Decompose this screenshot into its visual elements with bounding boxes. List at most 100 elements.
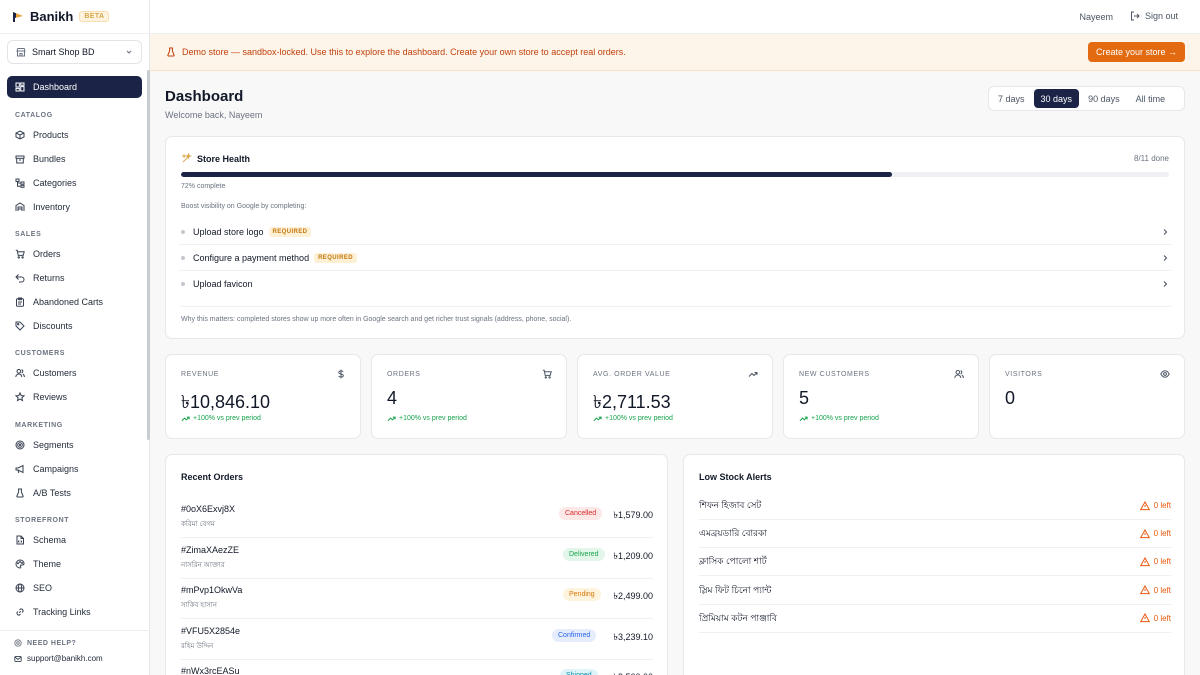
- help-circle-icon: [14, 639, 22, 647]
- help-section: NEED HELP? support@banikh.com: [0, 630, 150, 675]
- warning-icon: [1139, 613, 1150, 623]
- store-icon: [16, 47, 26, 57]
- sidebar-item-seo[interactable]: SEO: [7, 577, 142, 599]
- order-row[interactable]: #VFU5X2854e রহিম উদ্দিন Confirmed ৳3,239.10: [181, 619, 653, 660]
- task-label: Upload favicon: [193, 279, 253, 289]
- sidebar-item-inventory[interactable]: Inventory: [7, 196, 142, 218]
- stat-value: 4: [387, 388, 398, 408]
- tree-icon: [15, 178, 25, 188]
- stat-value: ৳10,846.10: [181, 392, 271, 412]
- stock-level-text: 0 left: [1153, 557, 1171, 567]
- order-row[interactable]: #nWx3rcEASu Shipped ৳3,500.00: [181, 659, 653, 675]
- stock-level-text: 0 left: [1153, 501, 1171, 510]
- signout-button[interactable]: Sign out: [1130, 11, 1178, 21]
- sidebar-item-tracking-links[interactable]: Tracking Links: [7, 601, 142, 623]
- sidebar-item-ab-tests[interactable]: A/B Tests: [7, 482, 142, 504]
- nav-section-marketing: MARKETING: [15, 422, 63, 429]
- chevron-right-icon: [1161, 228, 1169, 236]
- required-badge: REQUIRED: [314, 252, 357, 263]
- sidebar-item-label: A/B Tests: [33, 488, 71, 498]
- sidebar-item-bundles[interactable]: Bundles: [7, 148, 142, 170]
- health-task-logo[interactable]: Upload store logo REQUIRED: [179, 219, 1171, 245]
- stock-level-text: 0 left: [1153, 529, 1171, 539]
- sidebar-item-campaigns[interactable]: Campaigns: [7, 458, 142, 480]
- users-icon: [15, 368, 25, 378]
- sidebar-item-abandoned-carts[interactable]: Abandoned Carts: [7, 291, 142, 313]
- chevron-down-icon: [125, 48, 133, 56]
- package-icon: [15, 154, 25, 164]
- sidebar-item-label: SEO: [33, 583, 53, 593]
- range-30-days[interactable]: 30 days: [1033, 89, 1080, 108]
- store-switcher[interactable]: Smart Shop BD: [7, 40, 142, 64]
- store-health-title-text: Store Health: [197, 153, 251, 164]
- sidebar-item-customers[interactable]: Customers: [7, 362, 142, 384]
- order-row[interactable]: #0oX6Exvj8X করিমা বেগম Cancelled ৳1,579.00: [181, 497, 653, 538]
- sidebar-item-returns[interactable]: Returns: [7, 267, 142, 289]
- range-90-days[interactable]: 90 days: [1088, 93, 1120, 104]
- help-email-link[interactable]: support@banikh.com: [14, 654, 136, 663]
- sidebar-item-label: Inventory: [33, 202, 71, 212]
- order-status-badge: Cancelled: [559, 507, 603, 520]
- sidebar-item-reviews[interactable]: Reviews: [7, 386, 142, 408]
- range-all-time[interactable]: All time: [1135, 93, 1166, 104]
- create-store-button[interactable]: Create your store →: [1087, 42, 1185, 62]
- dashboard-icon: [15, 82, 25, 92]
- mail-icon: [14, 655, 22, 663]
- sidebar-item-orders[interactable]: Orders: [7, 243, 142, 265]
- brand[interactable]: Banikh BETA: [0, 0, 149, 34]
- low-stock-row[interactable]: এমব্রয়ডারি বোরকা 0 left: [699, 520, 1171, 549]
- stock-level: 0 left: [1139, 585, 1171, 595]
- store-health-title: Store Health: [181, 153, 250, 164]
- low-stock-row[interactable]: প্রিমিয়াম কটন পাঞ্জাবি 0 left: [699, 605, 1171, 633]
- sidebar-item-dashboard[interactable]: Dashboard: [7, 76, 142, 98]
- flag-logo-icon: [12, 11, 24, 23]
- order-amount: ৳2,499.00: [613, 591, 653, 601]
- health-task-payment[interactable]: Configure a payment method REQUIRED: [179, 245, 1171, 271]
- low-stock-row[interactable]: স্লিম ফিট চিনো প্যান্ট 0 left: [699, 577, 1171, 605]
- sidebar-item-label: Orders: [33, 249, 61, 259]
- order-row[interactable]: #ZimaXAezZE নাসরিন আক্তার Delivered ৳1,209.…: [181, 538, 653, 579]
- date-range-selector: 7 days 30 days 90 days All time: [988, 86, 1185, 111]
- store-name: Smart Shop BD: [32, 47, 95, 57]
- user-menu[interactable]: Nayeem: [1079, 12, 1113, 22]
- trending-up-icon: [181, 414, 190, 423]
- store-health-percent: 72% complete: [181, 183, 226, 190]
- sidebar-scrollbar[interactable]: [147, 70, 150, 440]
- sidebar-item-theme[interactable]: Theme: [7, 553, 142, 575]
- low-stock-row[interactable]: ক্লাসিক পোলো শার্ট 0 left: [699, 548, 1171, 577]
- range-7-days[interactable]: 7 days: [998, 93, 1025, 104]
- warning-icon: [1139, 585, 1150, 595]
- warning-icon: [1139, 500, 1150, 511]
- store-health-progress: [181, 172, 1169, 177]
- order-row[interactable]: #mPvp1OkwVa সাকিব হাসান Pending ৳2,499.00: [181, 578, 653, 619]
- help-title-text: NEED HELP?: [27, 639, 77, 647]
- trending-up-icon: [387, 414, 396, 423]
- order-customer: নাসরিন আক্তার: [181, 561, 225, 569]
- sidebar-item-segments[interactable]: Segments: [7, 434, 142, 456]
- stat-label: ORDERS: [387, 371, 421, 378]
- sidebar-item-categories[interactable]: Categories: [7, 172, 142, 194]
- sidebar-nav: Dashboard CATALOG Products Bundles Categ…: [0, 70, 150, 630]
- order-status-badge: Delivered: [563, 547, 605, 561]
- stat-trend: +100% vs prev period: [593, 414, 673, 423]
- sparkle-icon: [181, 153, 192, 164]
- order-amount: ৳3,239.10: [613, 631, 653, 642]
- order-id: #mPvp1OkwVa: [181, 585, 243, 595]
- sidebar-item-label: Schema: [33, 535, 67, 545]
- sidebar-item-products[interactable]: Products: [7, 124, 142, 146]
- dollar-icon: [336, 369, 346, 379]
- store-health-card: Store Health 8/11 done 72% complete Boos…: [165, 136, 1185, 339]
- target-icon: [15, 440, 25, 450]
- recent-orders-card: Recent Orders #0oX6Exvj8X করিমা বেগম Cance…: [165, 454, 668, 675]
- order-customer: করিমা বেগম: [181, 521, 215, 528]
- stat-label: REVENUE: [181, 371, 220, 378]
- stat-card-visitors: VISITORS 0: [989, 354, 1185, 439]
- sidebar-item-schema[interactable]: Schema: [7, 529, 142, 551]
- low-stock-row[interactable]: শিফন হিজাব সেট 0 left: [699, 492, 1171, 520]
- sidebar-item-label: Bundles: [33, 154, 66, 164]
- cart-icon: [542, 369, 552, 379]
- stat-trend: +100% vs prev period: [799, 414, 879, 423]
- sidebar-item-discounts[interactable]: Discounts: [7, 315, 142, 337]
- health-task-favicon[interactable]: Upload favicon: [179, 271, 1171, 297]
- order-id: #VFU5X2854e: [181, 625, 241, 636]
